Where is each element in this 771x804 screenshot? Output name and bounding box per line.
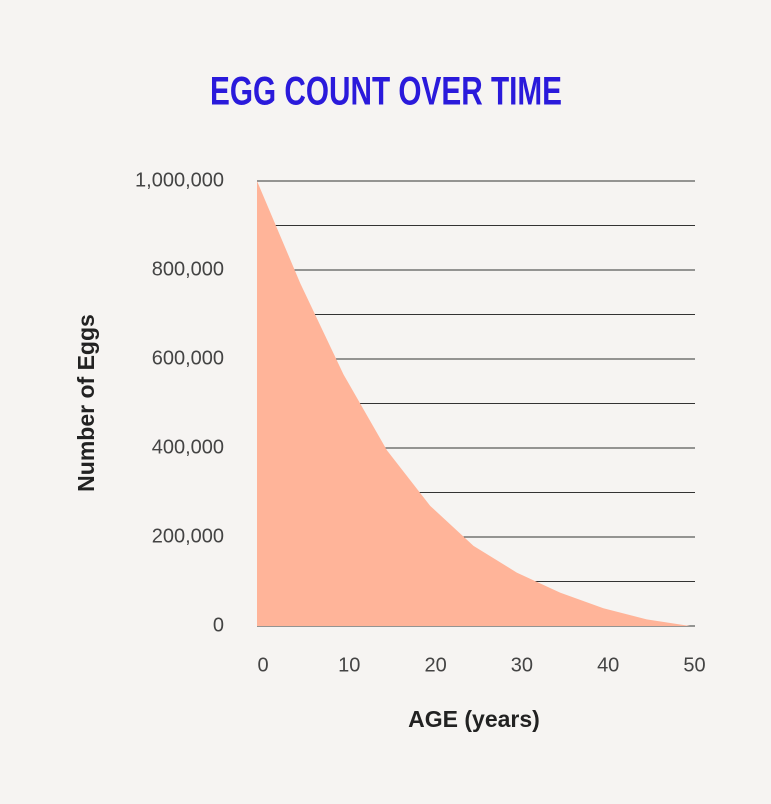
x-tick-label: 40 xyxy=(597,654,619,676)
y-tick-label: 0 xyxy=(213,614,224,636)
chart-title: EGG COUNT OVER TIME xyxy=(210,70,562,114)
x-tick-label: 30 xyxy=(511,654,533,676)
y-tick-label: 400,000 xyxy=(152,436,224,458)
x-axis-label: AGE (years) xyxy=(408,706,540,732)
x-tick-label: 0 xyxy=(257,654,268,676)
y-tick-label: 1,000,000 xyxy=(135,169,224,191)
x-tick-label: 50 xyxy=(683,654,705,676)
x-tick-label: 10 xyxy=(338,654,360,676)
y-axis-label: Number of Eggs xyxy=(73,314,99,492)
x-tick-label: 20 xyxy=(424,654,446,676)
y-tick-label: 800,000 xyxy=(152,258,224,280)
y-tick-label: 200,000 xyxy=(152,525,224,547)
y-tick-label: 600,000 xyxy=(152,347,224,369)
area xyxy=(257,181,690,626)
